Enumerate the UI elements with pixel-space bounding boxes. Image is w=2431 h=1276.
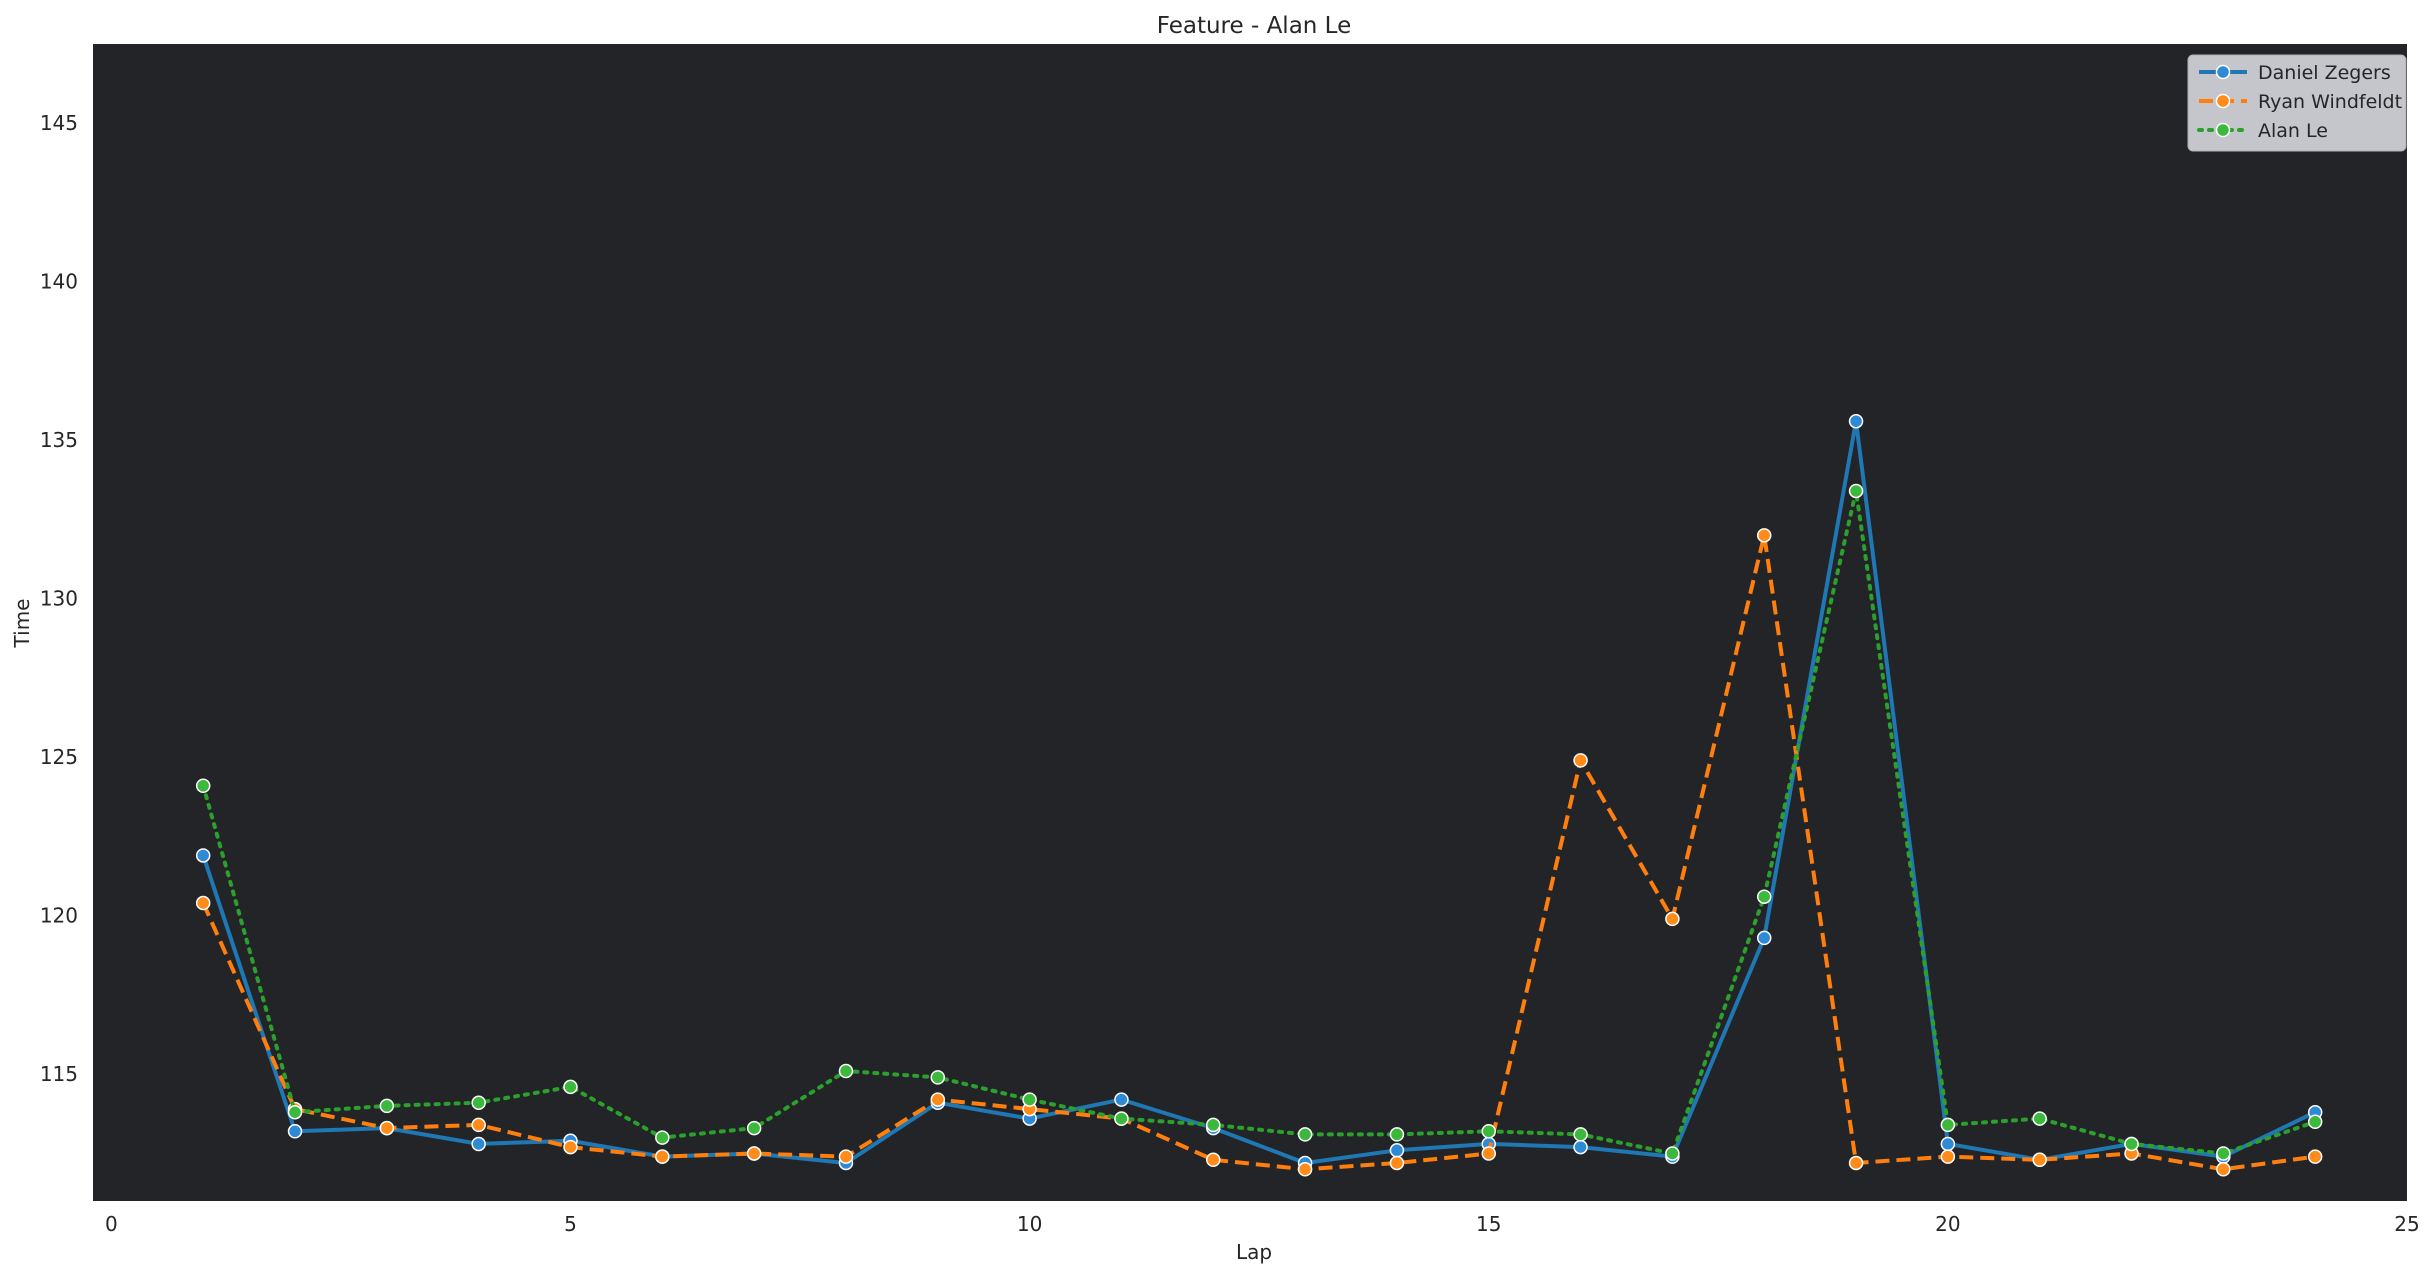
y-axis-label: Time (10, 599, 34, 649)
data-point (471, 1095, 486, 1110)
series-alan-le (195, 483, 2323, 1161)
data-point (287, 1104, 303, 1120)
x-tick-label: 25 (2394, 1212, 2419, 1236)
legend-item: Alan Le (2197, 120, 2328, 142)
x-axis-label: Lap (1236, 1240, 1272, 1264)
data-point (2032, 1152, 2047, 1168)
y-axis-ticks: 115 120 125 130 135 140 145 (40, 111, 78, 1086)
data-point (1756, 930, 1772, 946)
data-point (2307, 1149, 2323, 1164)
data-point (1206, 1152, 1221, 1168)
data-point (1114, 1092, 1129, 1107)
data-point (930, 1092, 946, 1107)
data-point (563, 1079, 578, 1095)
data-point (2216, 1146, 2231, 1161)
data-point (379, 1098, 395, 1114)
data-point (1114, 1111, 1129, 1126)
data-point (1940, 1149, 1956, 1164)
data-point (1573, 1127, 1588, 1142)
data-point (379, 1120, 395, 1136)
data-point (838, 1149, 854, 1164)
data-point (655, 1149, 670, 1164)
data-point (1389, 1127, 1405, 1142)
data-point (1665, 1146, 1680, 1161)
data-point (1481, 1146, 1496, 1161)
legend-item: Ryan Windfeldt (2199, 91, 2402, 113)
y-tick-label: 120 (40, 904, 78, 928)
y-tick-label: 135 (40, 428, 78, 452)
x-tick-label: 5 (564, 1212, 577, 1236)
legend-marker (2215, 93, 2231, 109)
data-point (1481, 1124, 1496, 1139)
legend-marker (2215, 64, 2231, 80)
legend-box (2187, 54, 2407, 152)
data-point (1940, 1136, 1956, 1152)
data-point (746, 1146, 762, 1161)
data-point (655, 1130, 670, 1145)
data-point (1848, 483, 1864, 499)
data-point (1573, 1139, 1588, 1155)
chart-title: Feature - Alan Le (1157, 13, 1352, 39)
legend-item: Daniel Zegers (2199, 62, 2391, 84)
legend-label: Daniel Zegers (2258, 62, 2391, 84)
data-point (563, 1139, 578, 1155)
legend-marker (2215, 122, 2231, 138)
x-tick-label: 15 (1476, 1212, 1501, 1236)
data-point (471, 1136, 486, 1152)
legend-label: Alan Le (2258, 120, 2328, 142)
data-point (1206, 1117, 1221, 1133)
data-point (1022, 1092, 1037, 1107)
legend-label: Ryan Windfeldt (2258, 91, 2402, 113)
data-point (195, 778, 211, 793)
y-tick-label: 130 (40, 587, 78, 611)
x-tick-label: 20 (1935, 1212, 1960, 1236)
data-point (1665, 911, 1680, 927)
data-point (1389, 1155, 1405, 1171)
plot-area (93, 44, 2407, 1201)
data-point (930, 1070, 946, 1085)
legend: Daniel Zegers Ryan Windfeldt Alan Le (2187, 54, 2407, 152)
y-tick-label: 115 (40, 1062, 78, 1086)
data-point (2124, 1136, 2139, 1152)
x-tick-label: 0 (105, 1212, 118, 1236)
data-point (1297, 1127, 1313, 1142)
data-point (2307, 1114, 2323, 1130)
y-tick-label: 140 (40, 270, 78, 294)
data-point (1756, 889, 1772, 904)
data-point (838, 1063, 854, 1079)
series-layer (195, 413, 2323, 1177)
x-axis-ticks: 0 5 10 15 20 25 (105, 1212, 2420, 1236)
data-point (1297, 1162, 1313, 1177)
data-point (195, 895, 211, 911)
y-tick-label: 145 (40, 111, 78, 135)
y-tick-label: 125 (40, 745, 78, 769)
series-line (201, 419, 2317, 1165)
data-point (2032, 1111, 2047, 1126)
data-point (1573, 753, 1588, 768)
data-point (195, 848, 211, 863)
data-point (1389, 1143, 1405, 1158)
data-point (1848, 413, 1864, 429)
data-point (287, 1124, 303, 1139)
data-point (1756, 528, 1772, 543)
data-point (2216, 1162, 2231, 1177)
data-point (1940, 1117, 1956, 1133)
data-point (471, 1117, 486, 1133)
series-line (201, 533, 2316, 1172)
x-tick-label: 10 (1017, 1212, 1042, 1236)
data-point (1848, 1155, 1864, 1171)
data-point (746, 1120, 762, 1136)
series-line (201, 489, 2318, 1156)
